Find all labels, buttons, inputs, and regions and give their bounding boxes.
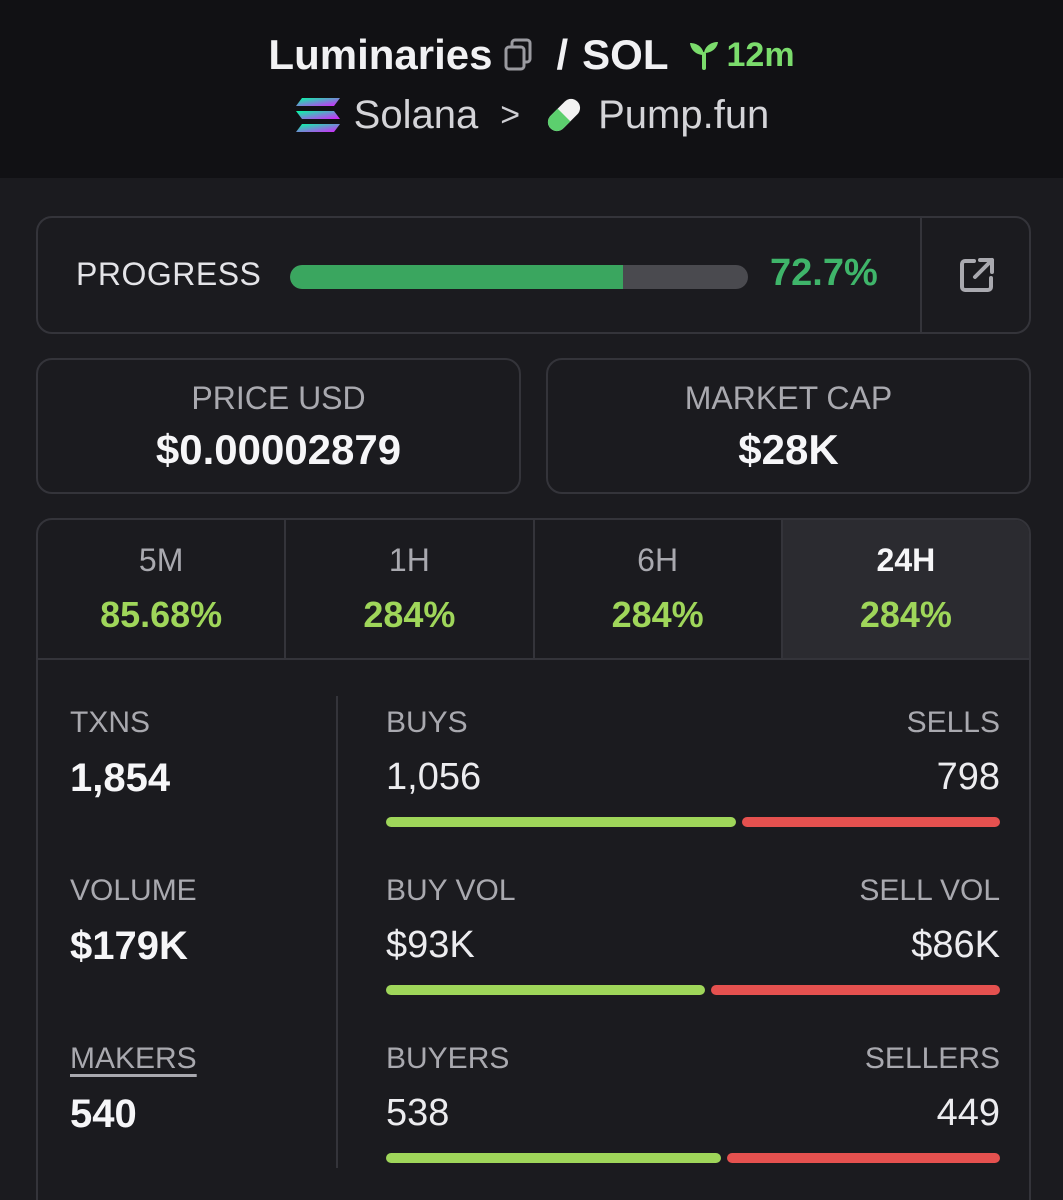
- market-cap-label: MARKET CAP: [684, 380, 893, 416]
- quote-symbol: SOL: [582, 31, 669, 78]
- market-cap-value: $28K: [738, 426, 839, 473]
- sells-bar: [741, 817, 1000, 827]
- breadcrumb-chevron: >: [500, 95, 521, 134]
- dex-name[interactable]: Pump.fun: [598, 92, 770, 137]
- timeframe-tabs: 5M 85.68% 1H 284% 6H 284% 24H 284%: [38, 520, 1029, 660]
- tab-change: 284%: [611, 594, 704, 635]
- sellers-bar: [726, 1153, 1000, 1163]
- volume-value: $179K: [70, 924, 188, 968]
- buy-vol-label: BUY VOL: [386, 874, 516, 907]
- buyers-bar: [386, 1153, 721, 1163]
- buyers-label: BUYERS: [386, 1042, 510, 1075]
- tab-6h[interactable]: 6H 284%: [535, 520, 783, 658]
- buyers-sellers-bar: [386, 1153, 1000, 1163]
- buy-vol-bar: [386, 985, 706, 995]
- price-usd-card: PRICE USD $0.00002879: [36, 358, 521, 494]
- chain-name[interactable]: Solana: [353, 92, 479, 137]
- buys-label: BUYS: [386, 706, 468, 739]
- pair-title-row: Luminaries / SOL 12m: [0, 28, 1063, 82]
- divider: [920, 218, 922, 332]
- price-usd-label: PRICE USD: [191, 380, 366, 416]
- makers-value: 540: [70, 1092, 137, 1136]
- tab-change: 284%: [859, 594, 952, 635]
- tab-change: 284%: [363, 594, 456, 635]
- pair-header: Luminaries / SOL 12m: [0, 0, 1063, 178]
- buys-sells-split: BUYS SELLS 1,056 798: [386, 706, 1000, 827]
- txns-metric: TXNS 1,854: [70, 706, 170, 801]
- buyers-sellers-split: BUYERS SELLERS 538 449: [386, 1042, 1000, 1163]
- progress-label: PROGRESS: [76, 256, 262, 292]
- volume-label: VOLUME: [70, 874, 197, 907]
- bonding-progress-card: PROGRESS 72.7%: [36, 216, 1031, 334]
- buys-sells-bar: [386, 817, 1000, 827]
- sell-vol-label: SELL VOL: [859, 874, 1000, 907]
- txns-value: 1,854: [70, 756, 171, 800]
- sellers-value: 449: [936, 1092, 1000, 1134]
- buy-vol-value: $93K: [386, 924, 475, 966]
- sell-vol-value: $86K: [911, 924, 1000, 966]
- pair-age-value: 12m: [726, 35, 795, 74]
- sells-label: SELLS: [906, 706, 1000, 739]
- buy-sell-volume-bar: [386, 985, 1000, 995]
- seedling-icon: [689, 42, 718, 70]
- volume-metric: VOLUME $179K: [70, 874, 197, 969]
- buyers-value: 538: [386, 1092, 450, 1134]
- progress-percentage: 72.7%: [770, 252, 878, 294]
- sells-value: 798: [936, 756, 1000, 798]
- pair-separator: /: [556, 31, 569, 78]
- makers-metric: MAKERS 540: [70, 1042, 197, 1137]
- tab-24h[interactable]: 24H 284%: [782, 520, 1029, 658]
- external-link-button[interactable]: [922, 218, 1031, 332]
- tab-5m[interactable]: 5M 85.68%: [38, 520, 287, 658]
- pair-age: 12m: [687, 36, 795, 75]
- price-usd-value: $0.00002879: [155, 426, 402, 473]
- tab-label: 5M: [138, 542, 184, 578]
- sellers-label: SELLERS: [864, 1042, 1000, 1075]
- stats-panel: 5M 85.68% 1H 284% 6H 284% 24H 284% TXNS …: [36, 518, 1031, 1200]
- tab-label: 6H: [637, 542, 679, 578]
- chain-breadcrumb: Solana > Pump.fun: [0, 88, 1063, 142]
- external-link-icon: [959, 258, 994, 292]
- pill-icon: [542, 93, 586, 137]
- column-divider: [336, 696, 338, 1168]
- tab-1h[interactable]: 1H 284%: [286, 520, 535, 658]
- makers-label[interactable]: MAKERS: [70, 1042, 197, 1075]
- progress-bar: [290, 265, 748, 289]
- buys-value: 1,056: [386, 756, 482, 798]
- progress-bar-fill: [290, 265, 623, 289]
- txns-label: TXNS: [70, 706, 151, 739]
- market-cap-card: MARKET CAP $28K: [546, 358, 1031, 494]
- buy-sell-volume-split: BUY VOL SELL VOL $93K $86K: [386, 874, 1000, 995]
- tab-change: 85.68%: [100, 594, 223, 635]
- sell-vol-bar: [711, 985, 1000, 995]
- token-name: Luminaries: [268, 31, 493, 78]
- solana-logo-icon: [294, 96, 342, 134]
- copy-icon[interactable]: [503, 38, 535, 72]
- tab-label: 1H: [388, 542, 430, 578]
- tab-label: 24H: [876, 542, 936, 578]
- buys-bar: [386, 817, 736, 827]
